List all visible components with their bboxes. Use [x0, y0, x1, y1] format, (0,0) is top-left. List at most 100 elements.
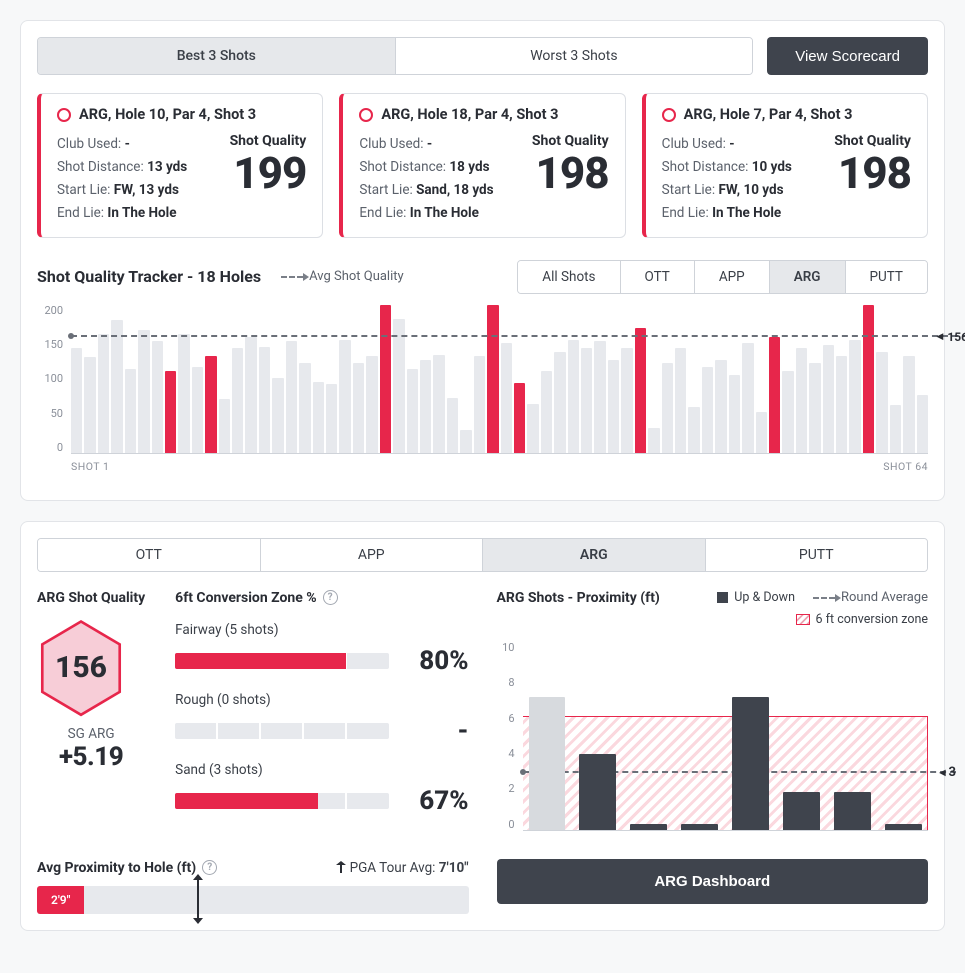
arg-dashboard-button[interactable]: ARG Dashboard — [497, 859, 929, 904]
tracker-bar[interactable] — [259, 347, 270, 453]
tracker-bar[interactable] — [84, 357, 95, 452]
proximity-bar[interactable] — [732, 697, 769, 829]
tracker-avg-legend: Avg Shot Quality — [281, 269, 404, 284]
yaxis-tick: 50 — [37, 407, 63, 420]
tracker-x-start: SHOT 1 — [71, 460, 109, 473]
shot-card-title: ARG, Hole 10, Par 4, Shot 3 — [79, 106, 256, 123]
tracker-bar[interactable] — [501, 343, 512, 453]
tracker-bar[interactable] — [756, 412, 767, 453]
tracker-bar[interactable] — [286, 341, 297, 453]
tracker-bar[interactable] — [232, 348, 243, 452]
tracker-bar[interactable] — [742, 343, 753, 453]
shot-card[interactable]: ARG, Hole 18, Par 4, Shot 3 Club Used: -… — [339, 93, 625, 238]
help-icon[interactable]: ? — [323, 590, 338, 605]
tracker-bar[interactable] — [715, 360, 726, 453]
tracker-bar[interactable] — [487, 305, 498, 453]
tracker-bar[interactable] — [863, 305, 874, 453]
tracker-title: Shot Quality Tracker - 18 Holes — [37, 267, 261, 286]
proximity-bar[interactable] — [681, 824, 718, 830]
tracker-bar[interactable] — [460, 430, 471, 452]
tracker-bar[interactable] — [635, 328, 646, 453]
segment-worst-shots[interactable]: Worst 3 Shots — [396, 38, 753, 74]
proximity-bar[interactable] — [529, 697, 566, 829]
view-scorecard-button[interactable]: View Scorecard — [767, 37, 928, 75]
tracker-bar[interactable] — [326, 384, 337, 453]
tracker-bar[interactable] — [474, 356, 485, 453]
tracker-bar[interactable] — [272, 378, 283, 453]
segment-best-shots[interactable]: Best 3 Shots — [38, 38, 396, 74]
proximity-bar[interactable] — [885, 824, 922, 830]
tracker-bar[interactable] — [299, 363, 310, 452]
tracker-bar[interactable] — [782, 371, 793, 453]
tracker-filter-putt[interactable]: PUTT — [846, 261, 928, 293]
tracker-bar[interactable] — [219, 399, 230, 453]
tracker-bar[interactable] — [675, 348, 686, 452]
tracker-bar[interactable] — [98, 334, 109, 453]
tracker-bar[interactable] — [729, 375, 740, 453]
tracker-bar[interactable] — [836, 356, 847, 453]
tracker-bar[interactable] — [876, 352, 887, 453]
tracker-bar[interactable] — [138, 330, 149, 453]
tracker-bar[interactable] — [205, 356, 216, 453]
proximity-bar[interactable] — [579, 754, 616, 830]
tracker-bar[interactable] — [152, 341, 163, 453]
shot-card[interactable]: ARG, Hole 7, Par 4, Shot 3 Club Used: - … — [642, 93, 928, 238]
tracker-bar[interactable] — [568, 340, 579, 453]
tracker-filter-app[interactable]: APP — [695, 261, 770, 293]
tracker-bar[interactable] — [527, 404, 538, 452]
tracker-bar[interactable] — [420, 360, 431, 452]
tracker-bar[interactable] — [313, 382, 324, 453]
tracker-filter-ott[interactable]: OTT — [621, 261, 695, 293]
shot-card[interactable]: ARG, Hole 10, Par 4, Shot 3 Club Used: -… — [37, 93, 323, 238]
tracker-bar[interactable] — [178, 334, 189, 453]
tracker-bar[interactable] — [245, 337, 256, 452]
tracker-bar[interactable] — [581, 348, 592, 453]
conversion-item-label: Sand (3 shots) — [175, 762, 468, 778]
tracker-bar[interactable] — [823, 345, 834, 453]
help-icon[interactable]: ? — [202, 860, 217, 875]
tracker-bar[interactable] — [809, 363, 820, 452]
tracker-bar[interactable] — [688, 407, 699, 453]
tracker-bar[interactable] — [890, 405, 901, 453]
tracker-bar[interactable] — [662, 363, 673, 452]
tracker-bar[interactable] — [339, 340, 350, 453]
tracker-bar[interactable] — [648, 428, 659, 453]
category-tab-arg[interactable]: ARG — [483, 539, 706, 571]
tracker-bar[interactable] — [393, 319, 404, 453]
category-tab-putt[interactable]: PUTT — [706, 539, 928, 571]
tracker-bar[interactable] — [554, 352, 565, 453]
shot-quality-score: 198 — [834, 149, 911, 197]
tracker-filter-all-shots[interactable]: All Shots — [518, 261, 620, 293]
tracker-filter-arg[interactable]: ARG — [770, 261, 846, 293]
tracker-bar[interactable] — [447, 398, 458, 453]
tracker-bar[interactable] — [769, 337, 780, 453]
yaxis-tick: 200 — [37, 304, 63, 317]
tracker-xaxis: SHOT 1 SHOT 64 — [71, 460, 928, 473]
tracker-bar[interactable] — [407, 369, 418, 453]
proximity-bar[interactable] — [783, 792, 820, 830]
proximity-bar[interactable] — [630, 824, 667, 830]
tracker-bar[interactable] — [111, 320, 122, 453]
tracker-bar[interactable] — [621, 348, 632, 452]
tracker-bar[interactable] — [71, 348, 82, 452]
tracker-bar[interactable] — [608, 360, 619, 453]
tracker-bar[interactable] — [903, 356, 914, 453]
tracker-bar[interactable] — [192, 367, 203, 453]
category-tab-app[interactable]: APP — [261, 539, 484, 571]
tracker-bar[interactable] — [433, 355, 444, 453]
tracker-bar[interactable] — [849, 340, 860, 453]
tracker-bar[interactable] — [702, 367, 713, 453]
tracker-bar[interactable] — [353, 363, 364, 452]
shot-marker-icon — [359, 108, 373, 122]
tracker-bar[interactable] — [917, 395, 928, 453]
tracker-bar[interactable] — [514, 383, 525, 452]
tracker-bar[interactable] — [380, 305, 391, 453]
tracker-bar[interactable] — [796, 348, 807, 452]
tracker-bar[interactable] — [594, 341, 605, 453]
category-tab-ott[interactable]: OTT — [38, 539, 261, 571]
proximity-bar[interactable] — [834, 792, 871, 830]
tracker-bar[interactable] — [165, 371, 176, 453]
tracker-bar[interactable] — [125, 369, 136, 453]
tracker-bar[interactable] — [366, 356, 377, 453]
tracker-bar[interactable] — [541, 371, 552, 453]
